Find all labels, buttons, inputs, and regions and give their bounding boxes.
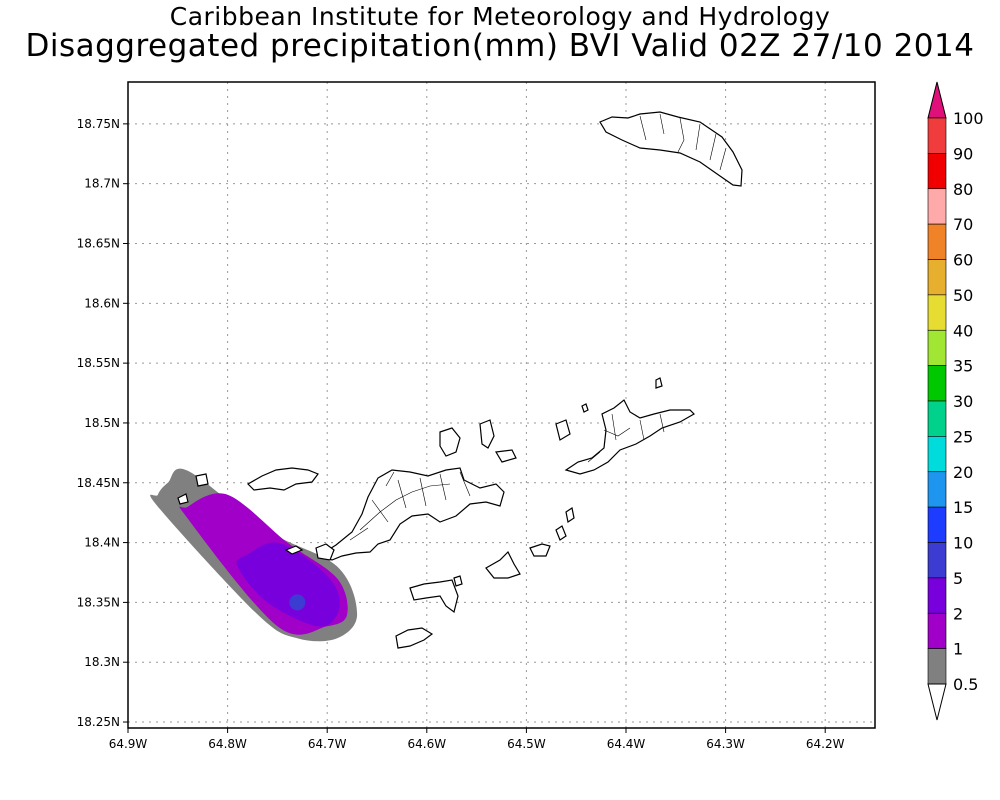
colorbar-swatch xyxy=(927,400,947,437)
colorbar-swatch xyxy=(927,612,947,649)
map-plot-area xyxy=(128,82,875,728)
colorbar-label: 25 xyxy=(953,427,973,446)
colorbar-top-arrow xyxy=(927,81,947,119)
lat-tick-label: 18.45N xyxy=(77,476,120,490)
colorbar-label: 40 xyxy=(953,321,973,340)
island-guana xyxy=(479,419,495,449)
latitude-ticks xyxy=(123,123,128,723)
lat-tick-label: 18.5N xyxy=(84,416,120,430)
island-salt xyxy=(529,543,551,557)
lon-tick-label: 64.6W xyxy=(408,737,447,751)
colorbar-swatch xyxy=(927,648,947,685)
precip-contours xyxy=(150,468,358,642)
colorbar-label: 20 xyxy=(953,463,973,482)
colorbar-swatch xyxy=(927,223,947,260)
lat-tick-label: 18.3N xyxy=(84,655,120,669)
island-great-camanoe xyxy=(439,427,461,457)
colorbar-swatch xyxy=(927,259,947,296)
colorbar-label: 0.5 xyxy=(953,675,978,694)
colorbar-swatch xyxy=(927,294,947,331)
colorbar-swatch xyxy=(927,188,947,225)
colorbar-swatch xyxy=(927,153,947,190)
island-cooper xyxy=(485,550,521,579)
colorbar-label: 90 xyxy=(953,144,973,163)
precip-contour-peak xyxy=(289,594,306,611)
island-eustatia xyxy=(581,403,589,413)
precip-contour xyxy=(236,542,340,627)
island-frenchman-cay xyxy=(315,543,335,561)
colorbar-label: 80 xyxy=(953,180,973,199)
island-necker xyxy=(655,377,663,389)
colorbar-legend: 100 90 80 70 60 50 40 35 30 25 20 15 10 5 2 1 0.5 xyxy=(927,81,984,721)
map-subtitle: Disaggregated precipitation(mm) BVI Vali… xyxy=(25,28,975,64)
map-title: Caribbean Institute for Meteorology and … xyxy=(169,2,831,31)
lon-tick-label: 64.9W xyxy=(109,737,148,751)
colorbar-label: 100 xyxy=(953,109,984,128)
island-tortola-detail xyxy=(349,471,471,541)
colorbar-swatch xyxy=(927,365,947,402)
island-virgin-gorda xyxy=(564,399,695,475)
colorbar-swatch xyxy=(927,329,947,366)
plot-frame xyxy=(127,81,876,729)
colorbar-swatch xyxy=(927,471,947,508)
colorbar-label: 5 xyxy=(953,569,963,588)
lat-tick-label: 18.35N xyxy=(77,595,120,609)
island-sandy-cay xyxy=(195,473,209,487)
island-great-thatch xyxy=(177,493,189,505)
latitude-axis: 18.75N 18.7N 18.65N 18.6N 18.55N 18.5N 18.45N 1… xyxy=(77,117,120,729)
colorbar-swatch xyxy=(927,506,947,543)
island-mosquito xyxy=(555,419,571,441)
island-peter xyxy=(409,579,459,614)
island-tortola xyxy=(318,467,505,561)
colorbar-label: 35 xyxy=(953,357,973,376)
colorbar-label: 10 xyxy=(953,534,973,553)
colorbar-bottom-arrow xyxy=(927,683,947,721)
lon-tick-label: 64.4W xyxy=(607,737,646,751)
colorbar-label: 1 xyxy=(953,640,963,659)
lat-tick-label: 18.55N xyxy=(77,356,120,370)
island-norman xyxy=(395,627,434,649)
longitude-ticks xyxy=(127,728,826,733)
lon-tick-label: 64.2W xyxy=(806,737,845,751)
lat-tick-label: 18.6N xyxy=(84,296,120,310)
lat-tick-label: 18.25N xyxy=(77,715,120,729)
lon-tick-label: 64.8W xyxy=(208,737,247,751)
colorbar-label: 30 xyxy=(953,392,973,411)
lat-tick-label: 18.7N xyxy=(84,177,120,191)
lat-tick-label: 18.4N xyxy=(84,536,120,550)
lon-tick-label: 64.7W xyxy=(308,737,347,751)
island-anegada xyxy=(599,111,743,187)
island-ginger xyxy=(555,525,567,541)
island-fallen-jerusalem xyxy=(565,507,575,523)
lat-tick-label: 18.65N xyxy=(77,237,120,251)
colorbar-swatch xyxy=(927,117,947,154)
longitude-axis: 64.9W 64.8W 64.7W 64.6W 64.5W 64.4W 64.3W 64.2W xyxy=(109,737,845,751)
colorbar-swatch xyxy=(927,577,947,614)
island-virgin-gorda-detail xyxy=(587,413,665,463)
coastlines xyxy=(177,111,743,649)
island-little-thatch xyxy=(284,545,304,555)
colorbar-label: 70 xyxy=(953,215,973,234)
colorbar-label: 15 xyxy=(953,498,973,517)
lon-tick-label: 64.5W xyxy=(507,737,546,751)
colorbar-swatch xyxy=(927,436,947,473)
island-scrub xyxy=(495,449,517,463)
island-anegada-detail xyxy=(639,113,727,171)
colorbar-label: 50 xyxy=(953,286,973,305)
island-dead-chest xyxy=(453,575,463,587)
island-jost-van-dyke xyxy=(247,467,319,491)
colorbar-swatch xyxy=(927,542,947,579)
lat-tick-label: 18.75N xyxy=(77,117,120,131)
colorbar-label: 2 xyxy=(953,604,963,623)
lon-tick-label: 64.3W xyxy=(706,737,745,751)
colorbar-label: 60 xyxy=(953,251,973,270)
